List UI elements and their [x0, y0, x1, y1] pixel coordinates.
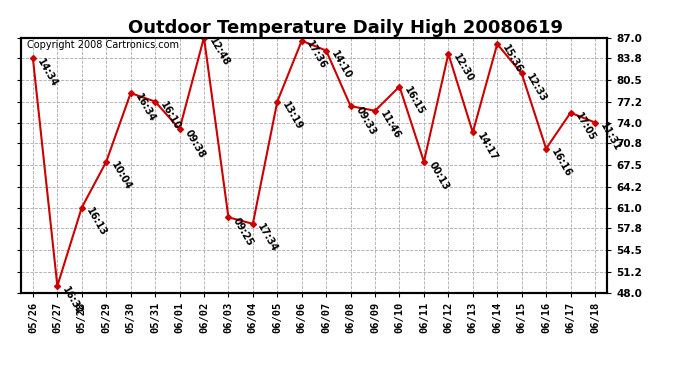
Text: 12:48: 12:48 [207, 36, 231, 68]
Text: 10:04: 10:04 [109, 160, 133, 192]
Text: 14:10: 14:10 [329, 49, 353, 81]
Text: 14:34: 14:34 [36, 57, 60, 89]
Text: 12:33: 12:33 [524, 72, 549, 104]
Text: 16:13: 16:13 [85, 206, 109, 238]
Text: 16:32: 16:32 [60, 285, 84, 316]
Text: 16:16: 16:16 [549, 147, 573, 179]
Text: 12:30: 12:30 [451, 53, 475, 84]
Text: 14:17: 14:17 [475, 131, 500, 163]
Text: 00:13: 00:13 [426, 160, 451, 192]
Text: 09:25: 09:25 [231, 216, 255, 248]
Text: 17:34: 17:34 [255, 222, 279, 254]
Text: 16:34: 16:34 [133, 92, 157, 123]
Text: Copyright 2008 Cartronics.com: Copyright 2008 Cartronics.com [26, 40, 179, 50]
Text: 15:36: 15:36 [500, 43, 524, 75]
Text: 17:05: 17:05 [573, 111, 598, 143]
Text: 09:33: 09:33 [353, 105, 377, 136]
Text: 17:36: 17:36 [304, 39, 328, 71]
Text: 11:46: 11:46 [378, 110, 402, 141]
Text: Outdoor Temperature Daily High 20080619: Outdoor Temperature Daily High 20080619 [128, 19, 562, 37]
Text: 16:10: 16:10 [158, 100, 182, 132]
Text: 09:38: 09:38 [182, 128, 206, 160]
Text: 11:31: 11:31 [598, 121, 622, 153]
Text: 13:19: 13:19 [280, 100, 304, 132]
Text: 16:15: 16:15 [402, 85, 426, 117]
